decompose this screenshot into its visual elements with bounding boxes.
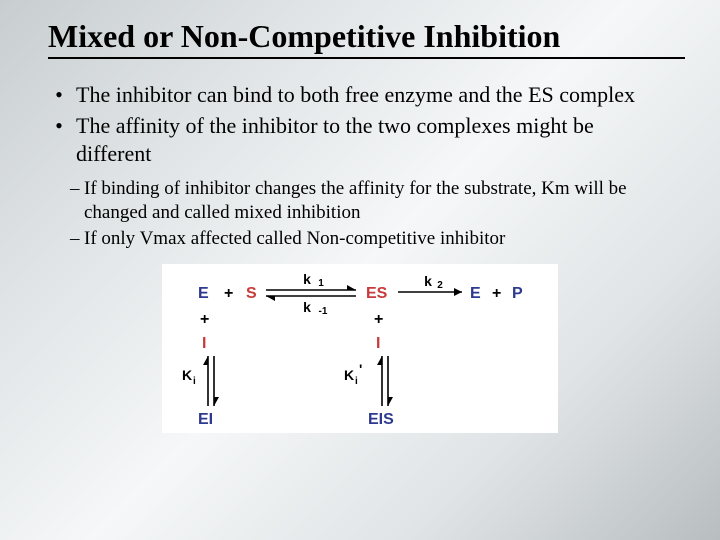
bullet-marker: • — [42, 112, 76, 169]
svg-text:I: I — [376, 335, 380, 352]
bullet-item: • The affinity of the inhibitor to the t… — [42, 112, 690, 169]
reaction-diagram: E+SESE+Pk1k-1k2+IKiEI+IKi'EIS — [162, 264, 558, 433]
svg-text:S: S — [246, 285, 257, 302]
svg-text:k: k — [424, 273, 432, 289]
bullet-text: The affinity of the inhibitor to the two… — [76, 112, 690, 169]
svg-text:1: 1 — [318, 278, 324, 289]
svg-text:+: + — [374, 311, 383, 328]
bullet-marker: • — [42, 81, 76, 110]
sub-bullet-text: If binding of inhibitor changes the affi… — [84, 177, 690, 226]
svg-text:K: K — [344, 367, 354, 383]
svg-text:E: E — [198, 285, 209, 302]
svg-text:+: + — [224, 285, 233, 302]
sub-bullet-marker: – — [70, 227, 84, 252]
reaction-scheme-svg: E+SESE+Pk1k-1k2+IKiEI+IKi'EIS — [180, 270, 540, 425]
svg-text:I: I — [202, 335, 206, 352]
svg-text:i: i — [355, 376, 358, 387]
sub-bullet-text: If only Vmax affected called Non-competi… — [84, 227, 690, 252]
bullet-list: • The inhibitor can bind to both free en… — [42, 81, 690, 169]
svg-text:EI: EI — [198, 411, 213, 425]
sub-bullet-item: – If binding of inhibitor changes the af… — [70, 177, 690, 226]
slide: Mixed or Non-Competitive Inhibition • Th… — [0, 0, 720, 540]
svg-text:k: k — [303, 299, 311, 315]
svg-text:k: k — [303, 271, 311, 287]
sub-bullet-marker: – — [70, 177, 84, 226]
svg-text:E: E — [470, 285, 481, 302]
reaction-diagram-container: E+SESE+Pk1k-1k2+IKiEI+IKi'EIS — [30, 264, 690, 433]
bullet-text: The inhibitor can bind to both free enzy… — [76, 81, 690, 110]
svg-text:2: 2 — [437, 280, 443, 291]
sub-bullet-item: – If only Vmax affected called Non-compe… — [70, 227, 690, 252]
bullet-item: • The inhibitor can bind to both free en… — [42, 81, 690, 110]
svg-text:P: P — [512, 285, 523, 302]
sub-bullet-list: – If binding of inhibitor changes the af… — [70, 177, 690, 252]
svg-text:+: + — [200, 311, 209, 328]
svg-text:': ' — [359, 361, 362, 377]
slide-title: Mixed or Non-Competitive Inhibition — [48, 18, 685, 59]
svg-text:+: + — [492, 285, 501, 302]
svg-text:K: K — [182, 367, 192, 383]
svg-text:i: i — [193, 376, 196, 387]
svg-text:ES: ES — [366, 285, 388, 302]
svg-text:-1: -1 — [319, 306, 328, 317]
svg-text:EIS: EIS — [368, 411, 394, 425]
